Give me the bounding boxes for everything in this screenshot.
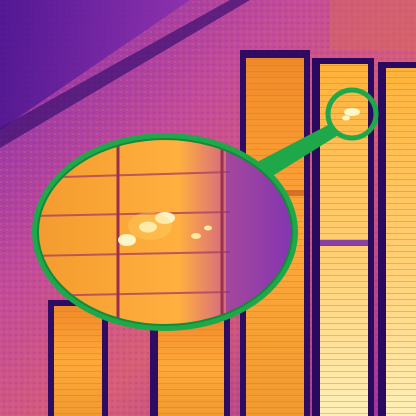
eave-line	[0, 0, 250, 148]
window-column-2	[312, 58, 374, 416]
zoom-bubble	[32, 133, 298, 331]
window-column-3	[378, 62, 416, 416]
window-lower-left	[48, 300, 230, 416]
hot-spots	[118, 212, 212, 246]
roof-eave	[0, 0, 190, 130]
upper-right-warm	[330, 0, 416, 50]
